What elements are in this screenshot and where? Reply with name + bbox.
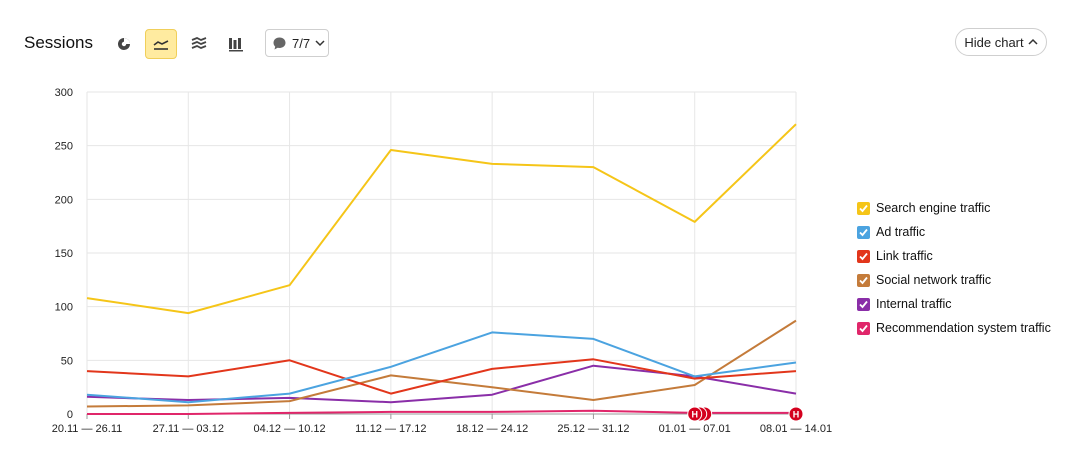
checkbox-icon[interactable] xyxy=(857,201,870,215)
x-tick-label: 11.12 — 17.12 xyxy=(355,423,426,435)
legend-label: Social network traffic xyxy=(876,273,992,287)
checkbox-icon[interactable] xyxy=(857,273,870,287)
legend-label: Link traffic xyxy=(876,249,933,263)
annotations-button[interactable]: 7/7 xyxy=(265,29,329,57)
pie-chart-button[interactable] xyxy=(108,29,140,59)
hide-chart-label: Hide chart xyxy=(964,34,1024,50)
event-marker-label: H xyxy=(793,410,800,420)
event-marker-label: H xyxy=(691,410,698,420)
chevron-down-icon xyxy=(315,40,325,47)
series-line-link-traffic xyxy=(86,358,797,395)
chart-legend: Search engine traffic Ad traffic Link traf… xyxy=(857,196,1051,340)
event-marker[interactable] xyxy=(788,406,804,422)
x-tick-label: 25.12 — 31.12 xyxy=(557,423,629,435)
y-tick-label: 150 xyxy=(55,248,73,260)
checkbox-icon[interactable] xyxy=(857,297,870,311)
hide-chart-button[interactable]: Hide chart xyxy=(955,28,1047,56)
x-tick-label: 18.12 — 24.12 xyxy=(456,423,528,435)
checkbox-icon[interactable] xyxy=(857,225,870,239)
sessions-line-chart: 0 50 100 150 200 250 300 20.11 — 26.11 27.11 — 0… xyxy=(52,87,832,435)
y-tick-label: 250 xyxy=(55,141,73,153)
comment-icon xyxy=(273,37,286,49)
y-tick-label: 300 xyxy=(55,87,73,99)
legend-label: Ad traffic xyxy=(876,225,926,239)
chevron-up-icon xyxy=(1028,38,1038,45)
x-tick-label: 27.11 — 03.12 xyxy=(153,423,224,435)
x-tick-label: 20.11 — 26.11 xyxy=(52,423,123,435)
y-tick-label: 200 xyxy=(55,194,73,206)
series-line-search-engine-traffic xyxy=(86,123,797,315)
y-tick-label: 0 xyxy=(67,409,73,421)
legend-label: Recommendation system traffic xyxy=(876,321,1051,335)
legend-item[interactable]: Link traffic xyxy=(857,244,1051,268)
series-line-ad-traffic xyxy=(86,331,797,404)
checkbox-icon[interactable] xyxy=(857,321,870,335)
legend-item[interactable]: Social network traffic xyxy=(857,268,1051,292)
y-tick-label: 100 xyxy=(55,302,73,314)
x-tick-label: 04.12 — 10.12 xyxy=(253,423,325,435)
legend-label: Internal traffic xyxy=(876,297,952,311)
chart-header: Sessions 7/7 xyxy=(0,0,1089,80)
series-line-social-network-traffic xyxy=(86,319,797,408)
area-chart-icon xyxy=(191,37,207,49)
series-line-internal-traffic xyxy=(86,364,797,404)
area-chart-button[interactable] xyxy=(183,29,215,59)
y-tick-label: 50 xyxy=(61,355,73,367)
legend-item[interactable]: Ad traffic xyxy=(857,220,1051,244)
line-chart-button[interactable] xyxy=(145,29,177,59)
x-tick-label: 01.01 — 07.01 xyxy=(659,423,731,435)
x-tick-label: 08.01 — 14.01 xyxy=(760,423,832,435)
line-chart-icon xyxy=(153,40,169,50)
event-marker[interactable] xyxy=(687,406,703,422)
page-title: Sessions xyxy=(24,33,93,52)
pie-chart-icon xyxy=(118,38,130,50)
legend-item[interactable]: Internal traffic xyxy=(857,292,1051,316)
checkbox-icon[interactable] xyxy=(857,249,870,263)
legend-label: Search engine traffic xyxy=(876,201,991,215)
bar-chart-icon xyxy=(229,38,243,52)
bar-chart-button[interactable] xyxy=(220,29,252,59)
annotations-count: 7/7 xyxy=(292,35,311,51)
legend-item[interactable]: Search engine traffic xyxy=(857,196,1051,220)
series-line-recommendation-system-traffic xyxy=(87,409,796,415)
legend-item[interactable]: Recommendation system traffic xyxy=(857,316,1051,340)
